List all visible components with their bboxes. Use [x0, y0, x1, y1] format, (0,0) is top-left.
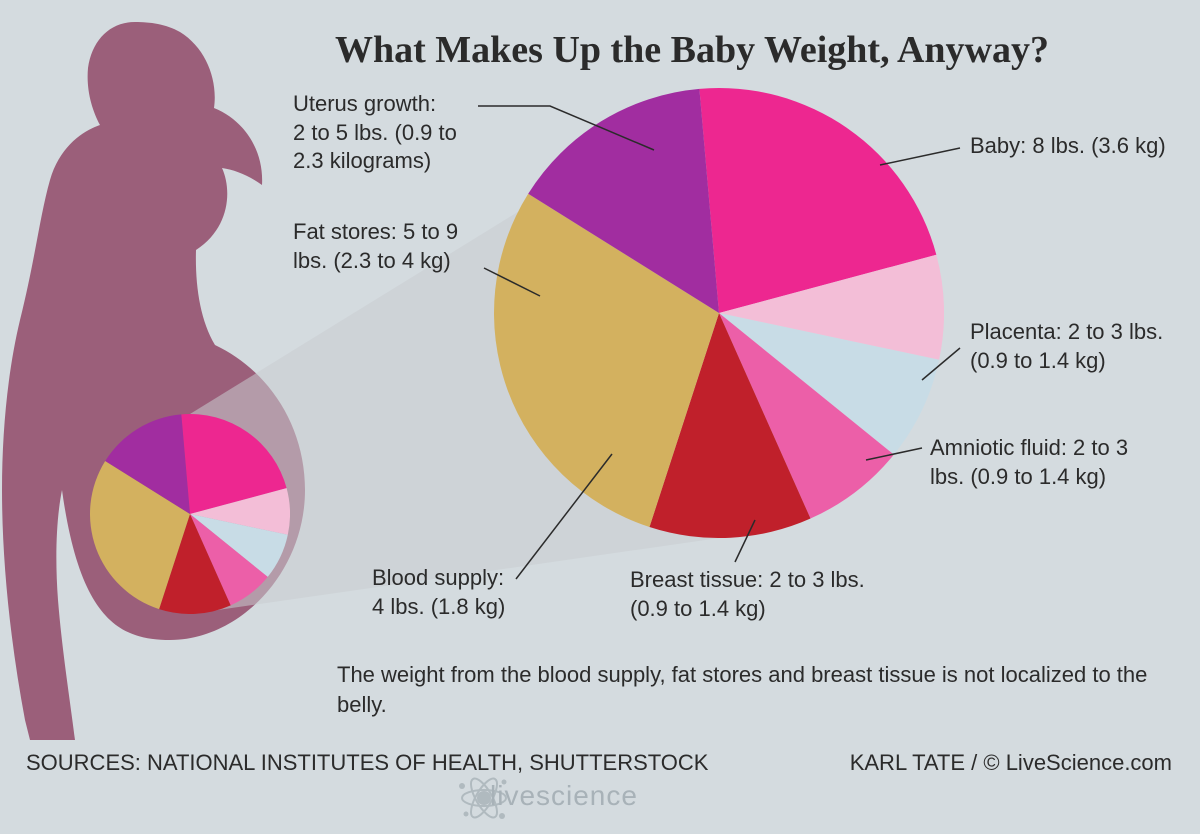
credit-text: KARL TATE / © LiveScience.com [850, 750, 1172, 776]
livescience-logo-text: livescience [490, 780, 638, 812]
big-pie-chart [494, 88, 944, 538]
slice-label-blood: Blood supply: 4 lbs. (1.8 kg) [372, 564, 602, 621]
small-pie-chart [90, 414, 290, 614]
slice-label-fat: Fat stores: 5 to 9 lbs. (2.3 to 4 kg) [293, 218, 503, 275]
slice-label-uterus: Uterus growth: 2 to 5 lbs. (0.9 to 2.3 k… [293, 90, 513, 176]
caption-text: The weight from the blood supply, fat st… [337, 660, 1200, 719]
slice-label-amniotic: Amniotic fluid: 2 to 3 lbs. (0.9 to 1.4 … [930, 434, 1190, 491]
slice-label-breast: Breast tissue: 2 to 3 lbs. (0.9 to 1.4 k… [630, 566, 930, 623]
sources-text: SOURCES: NATIONAL INSTITUTES OF HEALTH, … [26, 750, 708, 776]
infographic-title: What Makes Up the Baby Weight, Anyway? [335, 28, 1049, 72]
slice-label-placenta: Placenta: 2 to 3 lbs. (0.9 to 1.4 kg) [970, 318, 1190, 375]
slice-label-baby: Baby: 8 lbs. (3.6 kg) [970, 132, 1190, 161]
